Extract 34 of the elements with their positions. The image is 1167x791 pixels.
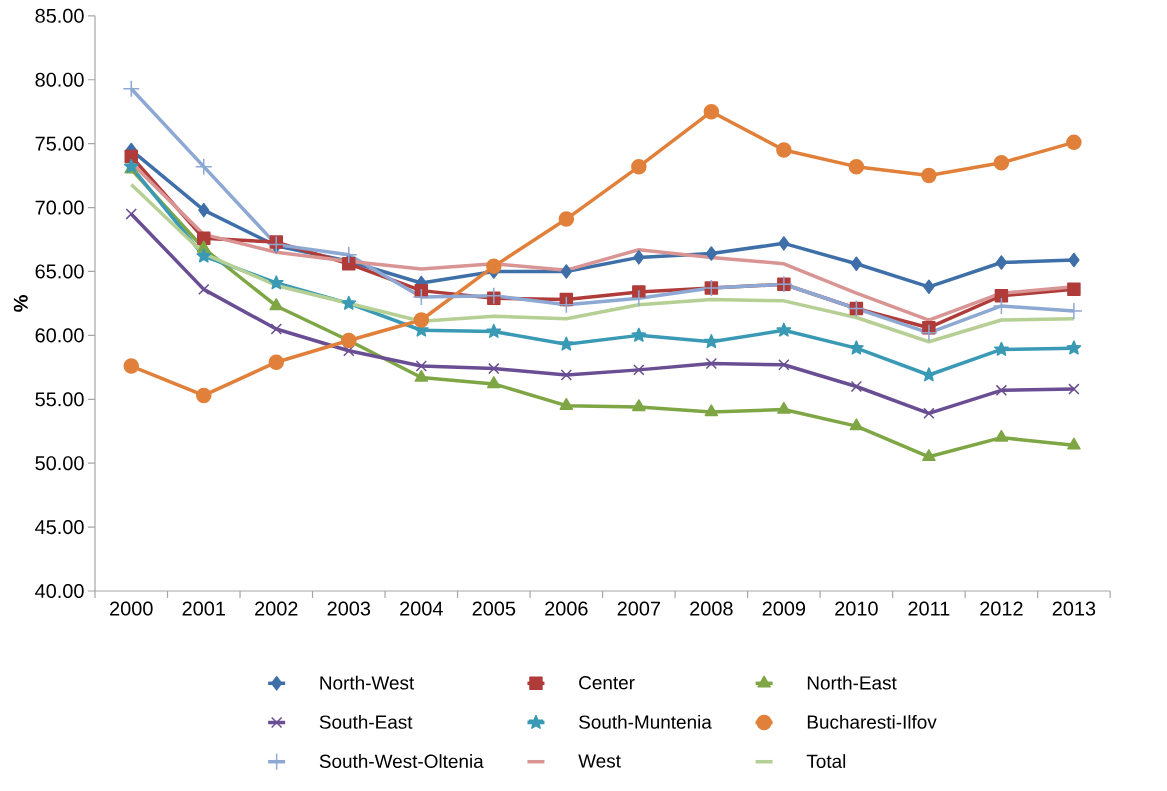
x-tick-label: 2011 bbox=[908, 601, 950, 616]
y-tick-label: 60.00 bbox=[35, 328, 84, 343]
x-tick-label: 2003 bbox=[327, 601, 371, 616]
y-tick-label: 75.00 bbox=[35, 136, 84, 151]
legend-label: North-East bbox=[807, 675, 897, 690]
legend-label: South-West-Oltenia bbox=[319, 754, 484, 769]
x-tick-label: 2009 bbox=[762, 601, 806, 616]
x-tick-label: 2000 bbox=[110, 601, 153, 616]
x-tick-label: 2001 bbox=[182, 601, 225, 616]
y-tick-label: 45.00 bbox=[35, 520, 84, 535]
x-tick-label: 2006 bbox=[545, 601, 588, 616]
legend-label: Total bbox=[806, 754, 846, 769]
x-tick-label: 2004 bbox=[400, 601, 443, 616]
legend-label: North-West bbox=[320, 675, 415, 690]
y-tick-label: 85.00 bbox=[35, 8, 84, 23]
legend-label: South-Muntenia bbox=[579, 714, 712, 729]
y-tick-label: 50.00 bbox=[35, 456, 84, 471]
x-tick-label: 2008 bbox=[690, 601, 733, 616]
x-tick-label: 2002 bbox=[255, 601, 298, 616]
legend-label: West bbox=[578, 754, 621, 768]
x-tick-label: 2007 bbox=[617, 601, 660, 616]
legend-label: South-East bbox=[319, 714, 413, 729]
x-tick-label: 2012 bbox=[980, 601, 1023, 616]
y-tick-label: 65.00 bbox=[35, 264, 84, 279]
x-tick-label: 2005 bbox=[472, 601, 516, 616]
legend-label: Center bbox=[579, 675, 635, 690]
y-axis-title: % bbox=[13, 295, 28, 312]
y-tick-label: 80.00 bbox=[35, 72, 84, 87]
legend-label: Bucharesti-Ilfov bbox=[807, 714, 937, 729]
y-tick-label: 70.00 bbox=[35, 200, 84, 215]
x-tick-label: 2013 bbox=[1052, 601, 1096, 616]
x-tick-label: 2010 bbox=[835, 601, 878, 616]
y-tick-label: 40.00 bbox=[35, 583, 84, 599]
y-tick-label: 55.00 bbox=[35, 392, 84, 407]
